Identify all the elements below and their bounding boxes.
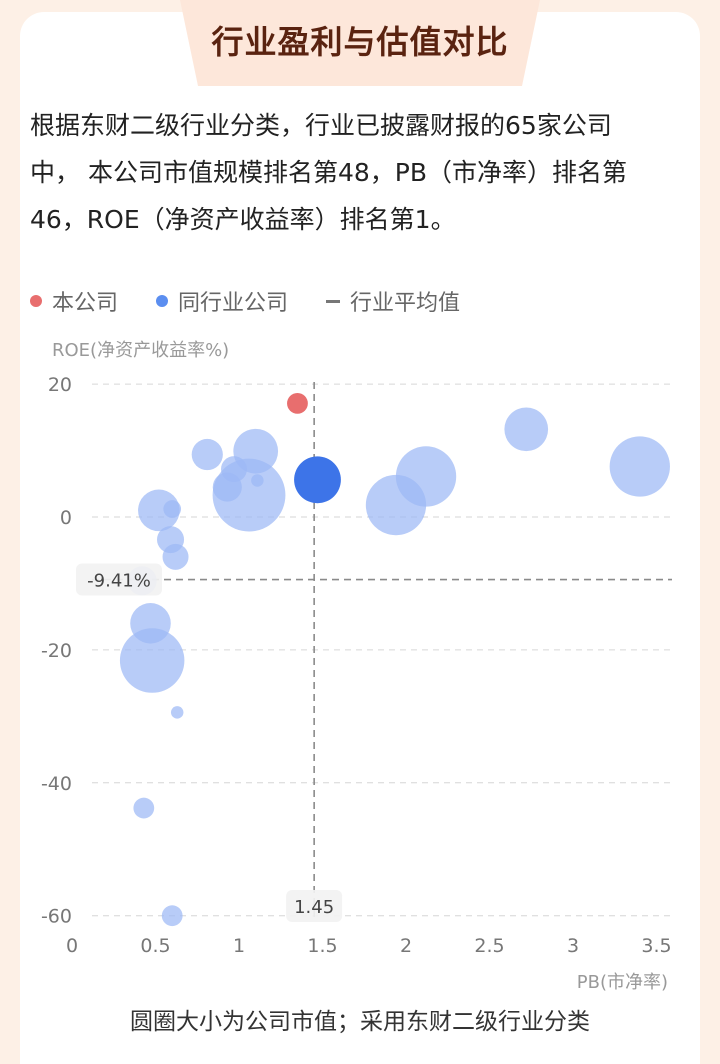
- x-tick-label: 1: [233, 935, 245, 957]
- peer-bubble: [609, 436, 670, 497]
- legend-label-average: 行业平均值: [350, 291, 461, 316]
- chart-legend: 本公司 同行业公司 行业平均值: [30, 283, 498, 319]
- peer-bubble: [395, 446, 457, 507]
- peer-bubble: [212, 458, 286, 532]
- y-tick-label: -20: [41, 640, 72, 662]
- footnote: 圆圈大小为公司市值；采用东财二级行业分类: [130, 1009, 590, 1035]
- legend-item-peers[interactable]: 同行业公司: [156, 285, 288, 317]
- description-text: 根据东财二级行业分类，行业已披露财报的65家公司中， 本公司市值规模排名第48，…: [30, 111, 627, 234]
- y-tick-label: 20: [48, 374, 72, 396]
- red-dot-icon: [30, 295, 42, 307]
- x-tick-label: 3: [567, 935, 579, 957]
- x-tick-label: 2: [400, 935, 412, 957]
- bubbles-layer: [119, 392, 670, 927]
- peer-bubble: [170, 706, 184, 719]
- blue-dot-icon: [156, 295, 169, 307]
- x-axis-label: PB(市净率): [577, 972, 668, 993]
- peer-bubble: [133, 797, 155, 819]
- peer-bubble: [162, 543, 189, 570]
- legend-label-company: 本公司: [52, 291, 119, 316]
- x-tick-label: 1.5: [307, 935, 337, 957]
- y-tick-label: 0: [60, 507, 72, 529]
- highlighted-peer-bubble: [294, 456, 341, 504]
- peer-bubble: [119, 628, 185, 693]
- peer-bubble: [161, 905, 183, 927]
- card-panel: [20, 12, 700, 1064]
- x-tick-label: 2.5: [474, 935, 504, 957]
- x-tick-label: 3.5: [641, 935, 671, 957]
- company-bubble: [287, 392, 308, 414]
- y-tick-label: -60: [41, 906, 72, 928]
- scatter-chart: 20 0 -20 -40 -60 0 0.5 1 1.5 2 2.5 3 3.5 -9.41% 1.45 R…: [41, 340, 672, 993]
- x-tick-label: 0.5: [140, 935, 170, 957]
- peer-bubble: [138, 489, 180, 532]
- average-pb-label: 1.45: [294, 897, 334, 918]
- page-title: 行业盈利与估值对比: [211, 23, 509, 61]
- y-tick-label: -40: [41, 773, 72, 795]
- peer-bubble: [504, 407, 549, 452]
- y-axis-label: ROE(净资产收益率%): [52, 340, 229, 361]
- peer-bubble: [163, 500, 182, 518]
- legend-item-average[interactable]: 行业平均值: [326, 285, 460, 317]
- peer-bubble: [191, 438, 223, 471]
- average-roe-label: -9.41%: [87, 571, 151, 592]
- dash-line-icon: [326, 299, 341, 303]
- peer-bubble: [251, 474, 264, 487]
- title-tab: [180, 0, 540, 86]
- labels-layer: 20 0 -20 -40 -60 0 0.5 1 1.5 2 2.5 3 3.5 -9.41% 1.45: [41, 374, 672, 957]
- legend-item-company[interactable]: 本公司: [30, 285, 118, 317]
- average-pb-label-box: [286, 890, 343, 922]
- average-roe-label-box: [76, 563, 162, 596]
- legend-label-peers: 同行业公司: [178, 291, 289, 316]
- x-tick-label: 0: [66, 935, 78, 957]
